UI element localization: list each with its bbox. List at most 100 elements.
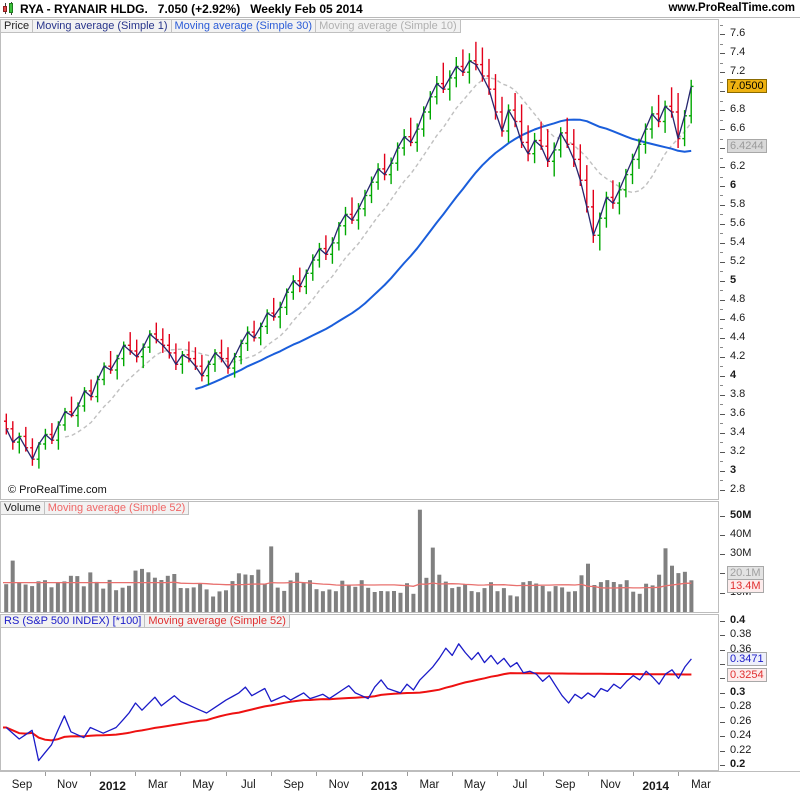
price-tick-mark	[720, 451, 725, 453]
legend-volume-ma-simple-52[interactable]: Moving average (Simple 52)	[43, 501, 190, 515]
price-tick-label: 3.2	[730, 444, 746, 457]
price-tick-label: 6.8	[730, 103, 746, 116]
rs-tick-label: 0.38	[730, 628, 752, 641]
price-tick-mark	[720, 280, 725, 282]
title-bar: RYA - RYANAIR HLDG. 7.050 (+2.92%) Weekly …	[0, 0, 800, 18]
price-chart-panel[interactable]	[0, 19, 719, 500]
price-tick-label: 7.4	[730, 46, 746, 59]
time-axis-month-label: Jul	[512, 779, 528, 791]
volume-legend: Volume Moving average (Simple 52)	[0, 501, 190, 515]
rs-tick-mark	[720, 649, 725, 651]
rs-legend: RS (S&P 500 INDEX) [*100] Moving average…	[0, 614, 290, 628]
price-minor-tick	[720, 81, 723, 83]
rs-tick-mark	[720, 678, 725, 680]
legend-ma-simple-1[interactable]: Moving average (Simple 1)	[32, 19, 172, 33]
candlestick-icon	[2, 2, 15, 15]
price-minor-tick	[720, 252, 723, 254]
price-tick-label: 7.6	[730, 27, 746, 40]
rs-axis: 0.20.220.240.260.280.30.320.340.360.380.…	[719, 614, 800, 771]
price-tick-label: 4.8	[730, 292, 746, 305]
legend-ma-simple-30[interactable]: Moving average (Simple 30)	[170, 19, 317, 33]
price-tick-label: 3	[730, 463, 737, 476]
rs-chart-panel[interactable]	[0, 614, 719, 771]
price-tick-mark	[720, 91, 725, 93]
volume-tick-label: 40M	[730, 527, 752, 540]
price-minor-tick	[720, 385, 723, 387]
legend-rs-ma-simple-52[interactable]: Moving average (Simple 52)	[144, 614, 290, 628]
ma30-value-box: 6.4244	[727, 138, 767, 153]
price-minor-tick	[720, 423, 723, 425]
rs-tick-label: 0.36	[730, 642, 752, 655]
rs-tick-mark	[720, 664, 725, 666]
time-axis-month-label: Nov	[57, 779, 78, 791]
legend-volume[interactable]: Volume	[0, 501, 45, 515]
price-minor-tick	[720, 271, 723, 273]
price-minor-tick	[720, 404, 723, 406]
price-minor-tick	[720, 195, 723, 197]
time-axis-tick	[678, 772, 680, 776]
time-axis-year-label: 2014	[642, 779, 670, 793]
price-tick-label: 4.2	[730, 349, 746, 362]
rs-tick-mark	[720, 692, 725, 694]
time-axis-tick	[225, 772, 227, 776]
rs-tick-mark	[720, 721, 725, 723]
price-minor-tick	[720, 214, 723, 216]
brand-label: www.ProRealTime.com	[668, 2, 795, 14]
price-tick-mark	[720, 223, 725, 225]
price-tick-mark	[720, 204, 725, 206]
time-axis-tick	[361, 772, 363, 776]
rs-tick-label: 0.26	[730, 714, 752, 727]
price-minor-tick	[720, 442, 723, 444]
price-minor-tick	[720, 100, 723, 102]
time-axis-month-label: May	[463, 779, 486, 791]
price-minor-tick	[720, 138, 723, 140]
price-tick-mark	[720, 299, 725, 301]
price-tick-label: 4.4	[730, 330, 746, 343]
time-axis: Sep Nov 2012 Mar May Jul Sep Nov 2013 Mar May Jul Se…	[0, 771, 800, 800]
price-tick-label: 3.8	[730, 387, 746, 400]
price-minor-tick	[720, 157, 723, 159]
time-axis-month-label: Mar	[147, 779, 168, 791]
price-minor-tick	[720, 480, 723, 482]
price-legend: Price Moving average (Simple 1) Moving a…	[0, 19, 461, 33]
legend-price[interactable]: Price	[0, 19, 34, 33]
price-tick-mark	[720, 53, 725, 55]
price-tick-mark	[720, 261, 725, 263]
price-minor-tick	[720, 366, 723, 368]
time-axis-month-label: Sep	[283, 779, 304, 791]
price-tick-label: 7.2	[730, 65, 746, 78]
price-tick-mark	[720, 375, 725, 377]
price-minor-tick	[720, 309, 723, 311]
time-axis-tick	[270, 772, 272, 776]
rs-tick-label: 0.24	[730, 729, 752, 742]
price-tick-mark	[720, 337, 725, 339]
volume-value-box: 20.1M	[727, 566, 764, 581]
time-axis-tick	[542, 772, 544, 776]
rs-tick-mark	[720, 635, 725, 637]
rs-tick-mark	[720, 707, 725, 709]
time-axis-tick	[452, 772, 454, 776]
price-tick-label: 2.8	[730, 482, 746, 495]
rs-tick-mark	[720, 750, 725, 752]
volume-tick-mark	[720, 534, 725, 536]
legend-rs-sp500[interactable]: RS (S&P 500 INDEX) [*100]	[0, 614, 146, 628]
copyright-watermark: © ProRealTime.com	[8, 484, 107, 496]
volume-tick-label: 50M	[730, 508, 752, 521]
legend-ma-simple-10[interactable]: Moving average (Simple 10)	[315, 19, 461, 33]
rs-value-box: 0.3471	[727, 651, 767, 666]
volume-tick-mark	[720, 554, 725, 556]
time-axis-month-label: Mar	[419, 779, 440, 791]
rs-tick-mark	[720, 764, 725, 766]
price-tick-label: 5.4	[730, 235, 746, 248]
price-tick-label: 3.4	[730, 425, 746, 438]
rs-tick-label: 0.22	[730, 743, 752, 756]
price-tick-label: 5	[730, 273, 737, 286]
price-tick-mark	[720, 489, 725, 491]
instrument-name: RYA - RYANAIR HLDG.	[20, 1, 148, 16]
price-tick-label: 6.2	[730, 160, 746, 173]
price-minor-tick	[720, 24, 723, 26]
time-axis-year-label: 2013	[370, 779, 398, 793]
price-tick-mark	[720, 148, 725, 150]
volume-chart-panel[interactable]	[0, 501, 719, 613]
price-tick-mark	[720, 470, 725, 472]
